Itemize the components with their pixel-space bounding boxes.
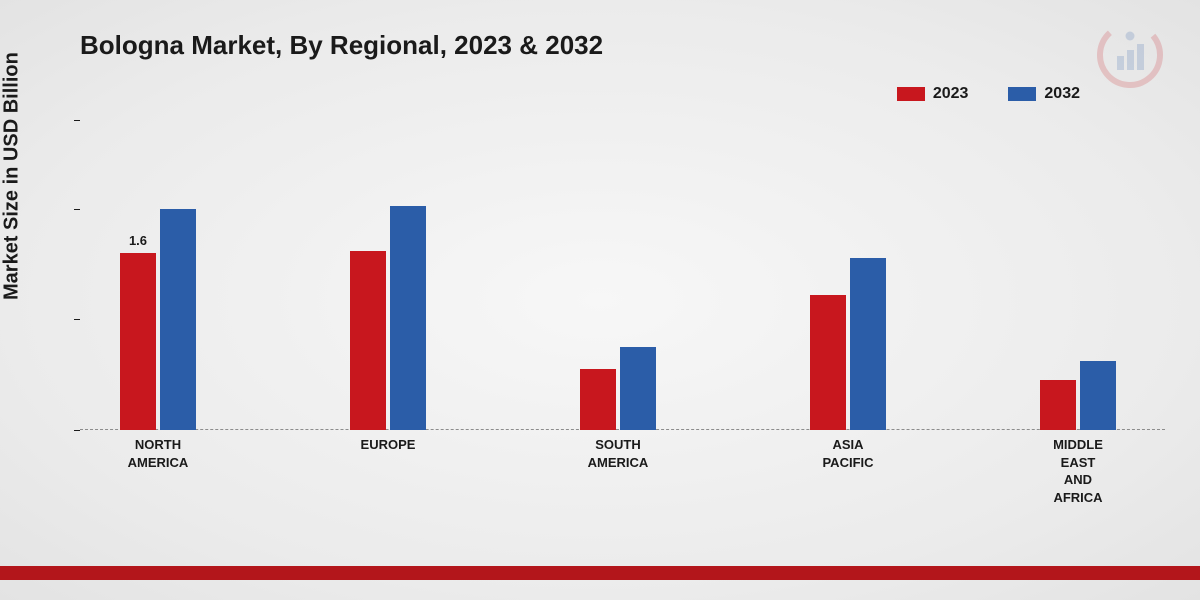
bar-2023 bbox=[810, 295, 846, 430]
bar-2032 bbox=[390, 206, 426, 430]
legend-swatch-2023 bbox=[897, 87, 925, 101]
legend-item-2032: 2032 bbox=[1008, 85, 1080, 103]
footer-stripe bbox=[0, 566, 1200, 580]
category-label: EUROPE bbox=[328, 436, 448, 454]
watermark-logo-icon bbox=[1095, 20, 1165, 90]
y-tick bbox=[74, 430, 80, 431]
plot-area: 1.6 bbox=[80, 120, 1165, 430]
y-tick bbox=[74, 319, 80, 320]
legend: 2023 2032 bbox=[897, 85, 1080, 103]
category-label: SOUTH AMERICA bbox=[558, 436, 678, 471]
bar-2023: 1.6 bbox=[120, 253, 156, 430]
bar-2023 bbox=[580, 369, 616, 430]
bar-group bbox=[810, 258, 886, 430]
bar-2023 bbox=[350, 251, 386, 430]
bar-2023 bbox=[1040, 380, 1076, 430]
legend-label-2023: 2023 bbox=[933, 85, 969, 103]
bar-2032 bbox=[850, 258, 886, 430]
legend-label-2032: 2032 bbox=[1044, 85, 1080, 103]
chart-container: Bologna Market, By Regional, 2023 & 2032… bbox=[0, 0, 1200, 600]
bar-2032 bbox=[160, 209, 196, 430]
y-tick bbox=[74, 209, 80, 210]
bar-2032 bbox=[620, 347, 656, 430]
y-tick bbox=[74, 120, 80, 121]
category-label: NORTH AMERICA bbox=[98, 436, 218, 471]
bar-group bbox=[580, 347, 656, 430]
bar-group: 1.6 bbox=[120, 209, 196, 430]
bar-group bbox=[350, 206, 426, 430]
y-axis-label: Market Size in USD Billion bbox=[1, 52, 24, 300]
bar-group bbox=[1040, 361, 1116, 430]
bar-value-label: 1.6 bbox=[120, 233, 156, 248]
category-label: ASIA PACIFIC bbox=[788, 436, 908, 471]
chart-title: Bologna Market, By Regional, 2023 & 2032 bbox=[80, 30, 603, 61]
category-label: MIDDLE EAST AND AFRICA bbox=[1018, 436, 1138, 506]
legend-item-2023: 2023 bbox=[897, 85, 969, 103]
legend-swatch-2032 bbox=[1008, 87, 1036, 101]
bar-2032 bbox=[1080, 361, 1116, 430]
